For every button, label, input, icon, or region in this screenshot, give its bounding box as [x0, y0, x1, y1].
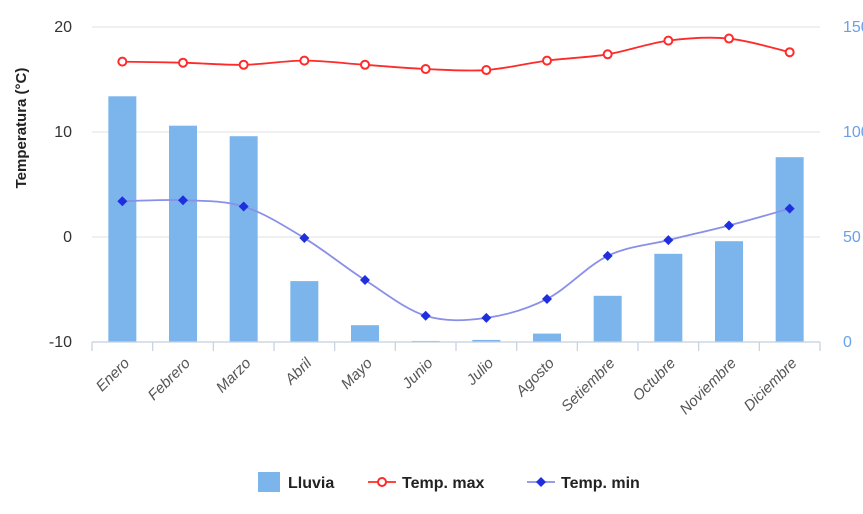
temp-min-point	[481, 312, 492, 323]
bar	[775, 157, 804, 342]
temp-max-point	[481, 65, 492, 76]
x-tick-label: Febrero	[145, 355, 194, 404]
temp-min-point	[784, 203, 795, 214]
temp-max-point	[420, 64, 431, 74]
temp-max-point	[663, 35, 674, 46]
temp-max-point	[542, 55, 552, 66]
x-tick-label: Noviembre	[677, 355, 740, 418]
y-tick-label: 0	[63, 229, 72, 246]
legend-temp-max-marker	[377, 477, 387, 487]
x-tick-label: Diciembre	[741, 355, 801, 415]
bar	[290, 281, 319, 342]
legend-temp-max-label: Temp. max	[402, 475, 485, 492]
temp-min-point	[117, 196, 128, 207]
temp-min-point	[724, 220, 734, 231]
x-tick-label: Octubre	[629, 355, 679, 405]
y2-tick-label: 50	[843, 229, 861, 246]
lines-layer	[117, 33, 795, 323]
x-tick-label: Abril	[281, 354, 315, 388]
bar	[593, 295, 622, 342]
temp-min-line	[122, 199, 790, 322]
bar	[533, 333, 561, 342]
temp-max-point	[784, 47, 795, 58]
temp-max-point	[602, 49, 613, 60]
axis-layer: 20100-10150100500EneroFebreroMarzoAbrilM…	[13, 19, 863, 418]
bar	[472, 339, 501, 342]
temp-min-point	[238, 201, 249, 212]
x-tick-label: Agosto	[512, 355, 558, 401]
bar	[229, 136, 258, 342]
temp-min-point	[602, 250, 613, 261]
y2-tick-label: 150	[843, 19, 863, 36]
temp-min-point	[178, 195, 188, 206]
y2-tick-label: 0	[843, 334, 852, 351]
y-tick-label: 20	[54, 19, 72, 36]
legend-lluvia-swatch	[258, 472, 280, 492]
x-tick-label: Setiembre	[558, 355, 618, 415]
x-tick-label: Mayo	[338, 355, 376, 393]
temp-min-point	[360, 275, 370, 286]
temp-min-point	[663, 235, 674, 246]
x-tick-label: Julio	[463, 355, 498, 390]
bar	[108, 96, 137, 342]
legend-lluvia-label: Lluvia	[288, 475, 334, 492]
grid-layer	[92, 26, 820, 343]
temp-max-point	[299, 55, 310, 66]
bar	[169, 125, 197, 342]
temp-max-line	[122, 36, 790, 72]
y2-tick-label: 100	[843, 124, 863, 141]
legend-temp-min-marker	[536, 477, 546, 487]
bar	[715, 241, 743, 342]
y-tick-label: 10	[54, 124, 72, 141]
legend: Lluvia Temp. max Temp. min	[258, 472, 640, 492]
temp-min-point	[542, 293, 552, 304]
bars-layer	[108, 96, 804, 342]
temp-max-point	[360, 59, 370, 70]
temp-min-point	[420, 310, 431, 321]
x-tick-label: Marzo	[213, 355, 254, 396]
legend-temp-min-label: Temp. min	[561, 475, 640, 492]
bar	[654, 253, 683, 342]
temp-max-point	[117, 56, 128, 67]
temp-min-point	[299, 233, 310, 244]
y-axis-title: Temperatura (°C)	[13, 68, 30, 189]
x-tick-label: Enero	[93, 355, 133, 395]
temp-max-point	[178, 57, 188, 68]
temp-max-point	[724, 33, 734, 44]
bar	[351, 325, 379, 342]
temp-max-point	[238, 59, 249, 70]
y-tick-label: -10	[49, 334, 72, 351]
x-tick-label: Junio	[398, 355, 436, 393]
